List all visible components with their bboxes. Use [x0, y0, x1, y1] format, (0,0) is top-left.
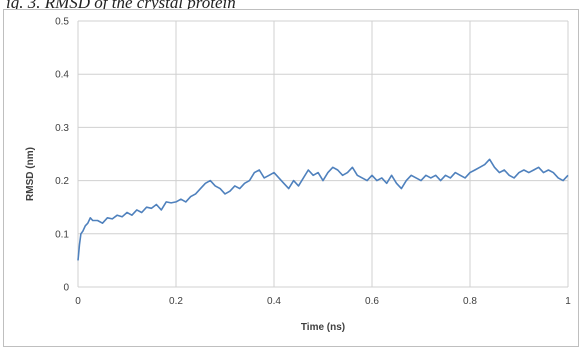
y-axis-title: RMSD (nm): [25, 147, 36, 201]
x-tick-label: 0.6: [365, 296, 379, 307]
x-tick-label: 0: [75, 296, 81, 307]
x-tick-label: 0.4: [267, 296, 281, 307]
x-axis-title: Time (ns): [301, 322, 345, 333]
x-axis-ticks: 0 0.2 0.4 0.6 0.8 1: [75, 296, 571, 307]
x-tick-label: 0.2: [169, 296, 183, 307]
y-tick-label: 0.3: [55, 123, 69, 134]
x-tick-label: 0.8: [463, 296, 477, 307]
rmsd-series-line: [77, 158, 569, 261]
y-axis-ticks: 0 0.1 0.2 0.3 0.4 0.5: [55, 17, 69, 294]
y-tick-label: 0: [63, 283, 69, 294]
y-tick-label: 0.1: [55, 229, 69, 240]
gridlines: [77, 20, 569, 288]
y-tick-label: 0.5: [55, 17, 69, 28]
y-tick-label: 0.4: [55, 70, 69, 81]
chart-frame: [3, 9, 579, 347]
x-tick-label: 1: [565, 296, 571, 307]
y-tick-label: 0.2: [55, 176, 69, 187]
